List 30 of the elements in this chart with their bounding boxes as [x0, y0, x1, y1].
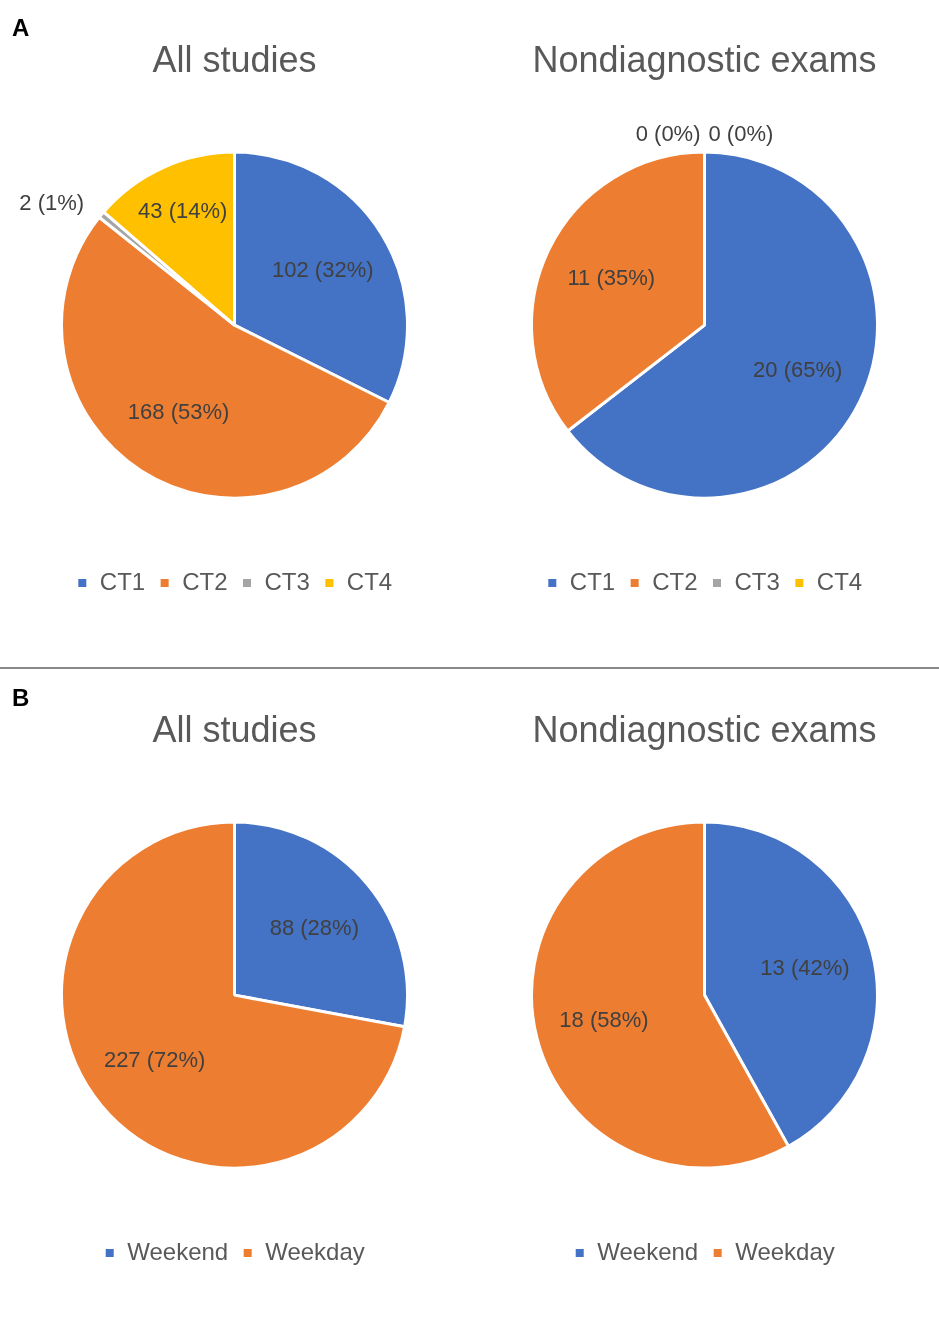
legend-label: CT1: [99, 567, 146, 595]
legend-label: CT3: [734, 567, 780, 595]
text: 0 (0%): [708, 120, 774, 146]
data-label: 43 (14%): [138, 197, 228, 223]
legend-label: CT4: [816, 567, 863, 595]
data-label: 20 (65%): [753, 356, 843, 382]
chart-title: All studies: [152, 708, 317, 750]
chart-title: All studies: [152, 38, 317, 80]
legend-label: Weekend: [127, 1237, 229, 1265]
legend-label: CT1: [569, 567, 616, 595]
chart-title: Nondiagnostic exams: [532, 38, 877, 80]
data-label: 18 (58%): [559, 1007, 649, 1033]
data-label: 2 (1%): [19, 189, 85, 215]
text: B: [12, 684, 30, 712]
chart-title: Nondiagnostic exams: [532, 708, 877, 750]
legend-label: Weekend: [597, 1237, 699, 1265]
data-label: 88 (28%): [269, 914, 359, 940]
data-label: 227 (72%): [103, 1047, 206, 1073]
legend-label: CT3: [264, 567, 310, 595]
legend-label: CT4: [346, 567, 393, 595]
data-label: 102 (32%): [272, 256, 374, 282]
data-label: 168 (53%): [127, 398, 230, 424]
legend-label: Weekday: [735, 1237, 835, 1265]
data-label: 11 (35%): [567, 265, 656, 291]
legend-label: Weekday: [265, 1237, 365, 1265]
legend-label: CT2: [652, 567, 698, 595]
text: A: [12, 14, 30, 42]
legend-label: CT2: [182, 567, 228, 595]
text: 0 (0%): [635, 120, 701, 146]
data-label: 13 (42%): [760, 955, 850, 981]
